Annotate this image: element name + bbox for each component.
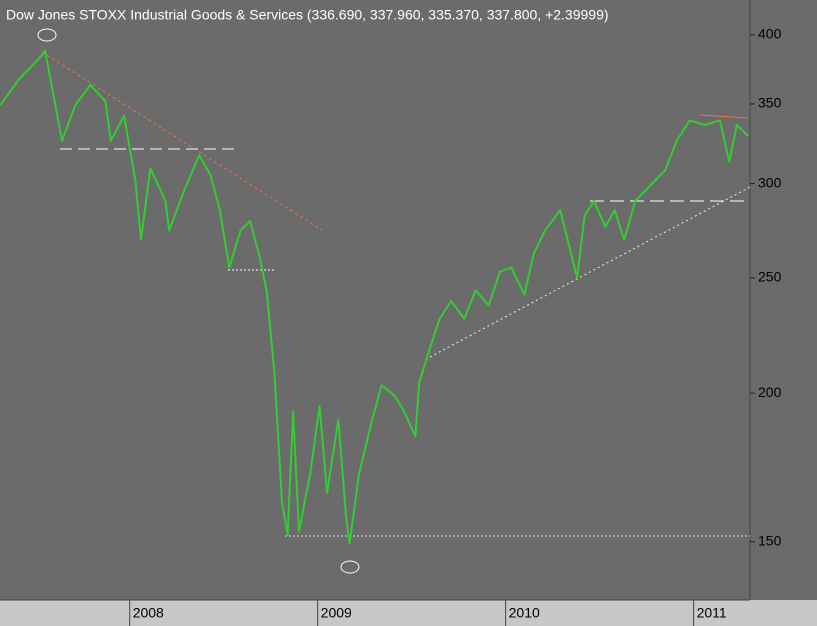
y-tick-label: 250	[758, 268, 782, 284]
x-tick-label: 2011	[697, 605, 727, 621]
y-tick-label: 400	[758, 26, 782, 42]
y-tick-label: 200	[758, 384, 782, 400]
bear-icon	[37, 28, 57, 42]
x-tick-label: 2008	[133, 605, 164, 621]
chart-title: Dow Jones STOXX Industrial Goods & Servi…	[6, 7, 609, 23]
x-tick-label: 2009	[321, 605, 352, 621]
y-tick-label: 350	[758, 95, 782, 111]
y-tick-label: 300	[758, 174, 782, 190]
x-tick-label: 2010	[509, 605, 540, 621]
y-tick-label: 150	[758, 532, 782, 548]
trend-line	[41, 51, 323, 231]
price-line	[0, 49, 749, 545]
bull-icon	[340, 560, 360, 574]
x-axis-strip	[0, 600, 817, 626]
trend-line	[429, 186, 751, 358]
resistance-line	[699, 114, 749, 119]
annotations	[37, 28, 751, 574]
